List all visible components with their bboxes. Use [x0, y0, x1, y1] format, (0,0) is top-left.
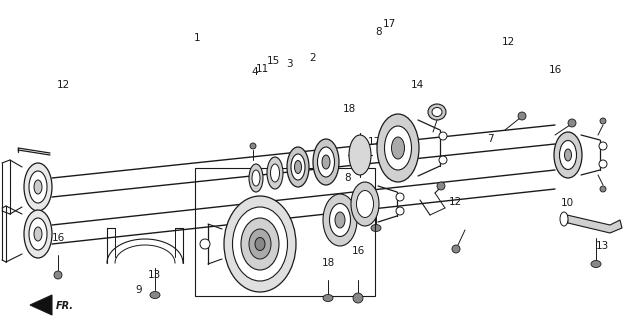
- Ellipse shape: [564, 149, 571, 161]
- Text: 16: 16: [549, 65, 562, 76]
- Ellipse shape: [323, 294, 333, 301]
- Ellipse shape: [267, 157, 283, 189]
- Ellipse shape: [560, 212, 568, 226]
- Circle shape: [600, 118, 606, 124]
- Ellipse shape: [29, 218, 47, 250]
- Circle shape: [353, 293, 363, 303]
- Ellipse shape: [591, 260, 601, 268]
- Circle shape: [599, 142, 607, 150]
- Circle shape: [396, 193, 404, 201]
- Ellipse shape: [554, 132, 582, 178]
- Text: 8: 8: [344, 172, 350, 183]
- Text: 18: 18: [343, 104, 355, 114]
- Text: 8: 8: [376, 27, 382, 37]
- Polygon shape: [567, 215, 622, 233]
- Text: 16: 16: [352, 246, 365, 256]
- Text: 1: 1: [194, 33, 201, 44]
- Circle shape: [396, 207, 404, 215]
- Ellipse shape: [371, 225, 381, 231]
- Ellipse shape: [335, 212, 345, 228]
- Text: 12: 12: [449, 196, 462, 207]
- Ellipse shape: [24, 210, 52, 258]
- Ellipse shape: [313, 139, 339, 185]
- Ellipse shape: [29, 171, 47, 203]
- Text: 6: 6: [245, 209, 252, 220]
- Ellipse shape: [351, 182, 379, 226]
- Circle shape: [568, 119, 576, 127]
- Text: 12: 12: [502, 36, 515, 47]
- Text: 16: 16: [52, 233, 65, 244]
- Ellipse shape: [432, 108, 442, 116]
- Ellipse shape: [34, 180, 42, 194]
- Ellipse shape: [294, 161, 301, 173]
- Text: 13: 13: [148, 270, 161, 280]
- Ellipse shape: [233, 207, 287, 281]
- Ellipse shape: [559, 140, 576, 170]
- Ellipse shape: [150, 292, 160, 299]
- Ellipse shape: [249, 229, 271, 259]
- Ellipse shape: [428, 104, 446, 120]
- Ellipse shape: [291, 154, 305, 180]
- Circle shape: [599, 160, 607, 168]
- Circle shape: [200, 239, 210, 249]
- Text: 15: 15: [268, 56, 280, 66]
- Text: 13: 13: [596, 241, 608, 252]
- Ellipse shape: [317, 147, 334, 177]
- Ellipse shape: [241, 218, 279, 270]
- Ellipse shape: [287, 147, 309, 187]
- Polygon shape: [30, 295, 52, 315]
- Text: 10: 10: [561, 198, 573, 208]
- Text: 5: 5: [322, 145, 328, 156]
- Circle shape: [439, 132, 447, 140]
- Ellipse shape: [255, 237, 265, 251]
- Ellipse shape: [252, 170, 260, 186]
- Ellipse shape: [271, 164, 280, 182]
- Ellipse shape: [34, 227, 42, 241]
- Text: 4: 4: [252, 67, 258, 77]
- Text: 3: 3: [287, 59, 293, 69]
- Ellipse shape: [323, 194, 357, 246]
- Circle shape: [600, 186, 606, 192]
- Text: FR.: FR.: [56, 301, 74, 311]
- Text: 18: 18: [322, 258, 334, 268]
- Text: 14: 14: [412, 80, 424, 90]
- Ellipse shape: [392, 137, 404, 159]
- Circle shape: [518, 112, 526, 120]
- Ellipse shape: [24, 163, 52, 211]
- Text: 17: 17: [368, 137, 381, 148]
- Text: 17: 17: [383, 19, 396, 29]
- Ellipse shape: [377, 114, 419, 182]
- Text: 2: 2: [309, 52, 315, 63]
- Ellipse shape: [349, 135, 371, 175]
- Text: 7: 7: [487, 134, 494, 144]
- Ellipse shape: [357, 190, 373, 218]
- Circle shape: [452, 245, 460, 253]
- Text: 9: 9: [136, 284, 142, 295]
- Ellipse shape: [249, 164, 263, 192]
- Circle shape: [54, 271, 62, 279]
- Ellipse shape: [322, 155, 330, 169]
- Text: 11: 11: [256, 64, 269, 74]
- Ellipse shape: [224, 196, 296, 292]
- Ellipse shape: [329, 204, 350, 236]
- Circle shape: [437, 182, 445, 190]
- Bar: [195, 168, 375, 296]
- Circle shape: [250, 143, 256, 149]
- Ellipse shape: [385, 126, 412, 170]
- Circle shape: [439, 156, 447, 164]
- Text: 12: 12: [57, 80, 70, 90]
